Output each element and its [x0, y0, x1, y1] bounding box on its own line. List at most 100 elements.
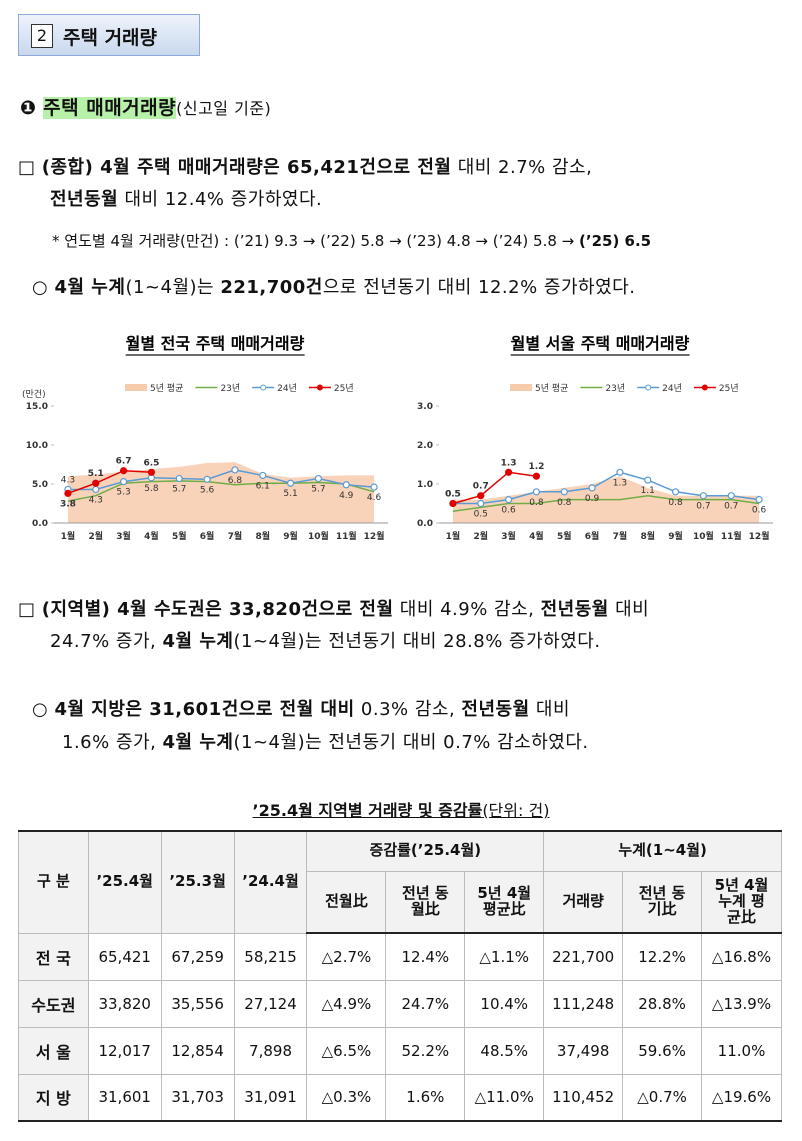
- data-label: 6.8: [228, 476, 243, 486]
- data-label: 4.3: [89, 495, 103, 505]
- section-header: 2 주택 거래량: [18, 14, 200, 56]
- data-label: 5.3: [116, 488, 130, 498]
- table-cell: 지 방: [18, 1073, 89, 1122]
- marker: [616, 468, 624, 476]
- y-tick-label: 0.0: [417, 519, 433, 529]
- regional-line: 24.7% 증가, 4월 누계(1~4월)는 전년동기 대비 28.8% 증가하…: [50, 627, 601, 653]
- y-axis-label: (만건): [22, 389, 46, 400]
- text: 4월 누계: [54, 277, 126, 298]
- header-cell: 5년 4월 평균比: [464, 870, 545, 934]
- table-row: 지 방 31,601 31,703 31,091 △0.3% 1.6% △11.0% 110,…: [18, 1073, 782, 1122]
- y-tick-label: 15.0: [26, 402, 48, 412]
- data-label: 6.5: [143, 458, 159, 468]
- unit: (단위: 건): [482, 801, 550, 820]
- data-label: 0.8: [668, 498, 683, 508]
- table-cell: 35,556: [160, 979, 235, 1028]
- table-cell: 12.2%: [622, 932, 702, 981]
- chart-title: 월별 전국 주택 매매거래량: [126, 334, 305, 353]
- chart: 월별 전국 주택 매매거래량 5년 평균 23년 24년 25년 (만건) 0.0 5.0 10…: [22, 334, 388, 542]
- table-cell: 65,421: [87, 932, 162, 981]
- table-cell: 12,854: [160, 1026, 235, 1075]
- local-line: ○ 4월 지방은 31,601건으로 전월 대비 0.3% 감소, 전년동월 대…: [32, 695, 570, 721]
- data-label: 4.3: [61, 475, 75, 485]
- y-tick-label: 3.0: [417, 402, 433, 412]
- table-cell: 27,124: [233, 979, 308, 1028]
- text: 대비 4.9% 감소,: [393, 599, 541, 620]
- line: [67, 469, 152, 495]
- data-label: 6.1: [256, 481, 270, 491]
- bullet: □: [18, 599, 36, 620]
- text: (지역별) 4월 수도권은 33,820건으로 전월: [41, 599, 394, 620]
- x-tick-label: 12월: [749, 530, 770, 542]
- line: [452, 471, 760, 505]
- table-cell: △16.8%: [701, 932, 782, 981]
- table-cell: 67,259: [160, 932, 235, 981]
- x-tick-label: 11월: [721, 530, 742, 542]
- data-label: 5.7: [172, 485, 186, 495]
- table-cell: 서 울: [18, 1026, 89, 1075]
- x-tick-label: 5월: [172, 530, 187, 542]
- data-label: 1.3: [501, 458, 517, 468]
- data-label: 3.8: [60, 499, 76, 509]
- table-cell: 12,017: [87, 1026, 162, 1075]
- header-text: 5년 4월누계 평균比: [714, 876, 769, 926]
- bullet: ○: [32, 277, 49, 298]
- table-caption: ’25.4월 지역별 거래량 및 증감률(단위: 건): [0, 797, 802, 821]
- table-cell: △0.3%: [306, 1073, 387, 1122]
- line: [452, 494, 760, 513]
- marker: [92, 479, 100, 487]
- header-cell: 전년 동기比: [622, 870, 702, 934]
- legend-label: 25년: [719, 383, 739, 394]
- table-cell: 58,215: [233, 932, 308, 981]
- bullet: ○: [32, 699, 49, 720]
- table-cell: 10.4%: [464, 979, 545, 1028]
- header-cell: 누계(1~4월): [543, 830, 782, 872]
- marker: [727, 492, 735, 500]
- table-cell: 221,700: [543, 932, 624, 981]
- legend-label: 5년 평균: [150, 383, 183, 394]
- header-text: 5년 4월 평균比: [477, 884, 532, 918]
- text: 대비 2.7% 감소,: [451, 157, 593, 178]
- header-text: 전년 동기比: [638, 884, 686, 918]
- header-text: 전월比: [325, 891, 368, 910]
- marker: [532, 472, 541, 480]
- text: 전년동월: [461, 699, 530, 720]
- table-row: 전 국 65,421 67,259 58,215 △2.7% 12.4% △1.1% 221,…: [18, 932, 782, 981]
- table-cell: 수도권: [18, 979, 89, 1028]
- summary-line: ○ 4월 누계(1~4월)는 221,700건으로 전년동기 대비 12.2% …: [32, 273, 635, 299]
- legend-marker: [701, 384, 708, 391]
- y-tick-label: 10.0: [26, 441, 48, 451]
- data-label: 0.9: [585, 494, 600, 504]
- text: 대비 12.4% 증가하였다.: [118, 189, 323, 210]
- text: 4월 지방은 31,601건으로 전월 대비: [54, 699, 355, 720]
- marker: [477, 499, 485, 508]
- marker: [147, 468, 156, 476]
- table-row: 서 울 12,017 12,854 7,898 △6.5% 52.2% 48.5% 37,49…: [18, 1026, 782, 1075]
- table: 구 분 ’25.4월 ’25.3월 ’24.4월 증감률(’25.4월) 누계(…: [18, 830, 782, 1122]
- marker: [532, 488, 541, 496]
- data-label: 1.1: [641, 486, 655, 496]
- table-cell: △2.7%: [306, 932, 387, 981]
- subheading-title: 주택 매매거래량: [43, 97, 177, 119]
- summary-line: □ (종합) 4월 주택 매매거래량은 65,421건으로 전월 대비 2.7%…: [18, 153, 592, 179]
- table-cell: △4.9%: [306, 979, 387, 1028]
- data-label: 0.6: [752, 506, 767, 516]
- x-tick-label: 2월: [473, 530, 488, 542]
- y-tick-label: 5.0: [32, 480, 48, 490]
- subheading-note: (신고일 기준): [176, 99, 272, 118]
- x-tick-label: 10월: [693, 530, 714, 542]
- header-cell: 구 분: [18, 830, 89, 934]
- y-tick-label: 0.0: [32, 519, 48, 529]
- summary-note: * 연도별 4월 거래량(만건) : (’21) 9.3 → (’22) 5.8…: [52, 230, 651, 251]
- table-cell: △0.7%: [622, 1073, 702, 1122]
- table-cell: △6.5%: [306, 1026, 387, 1075]
- table-cell: 11.0%: [701, 1026, 782, 1075]
- text: (1~4월)는 전년동기 대비 0.7% 감소하였다.: [233, 732, 589, 753]
- data-label: 4.9: [339, 491, 354, 501]
- x-tick-label: 9월: [668, 530, 683, 542]
- legend-label: 24년: [662, 383, 682, 394]
- table-cell: 52.2%: [385, 1026, 466, 1075]
- text: 4월 누계: [162, 631, 234, 652]
- legend-marker: [645, 384, 652, 391]
- x-tick-label: 6월: [200, 530, 215, 542]
